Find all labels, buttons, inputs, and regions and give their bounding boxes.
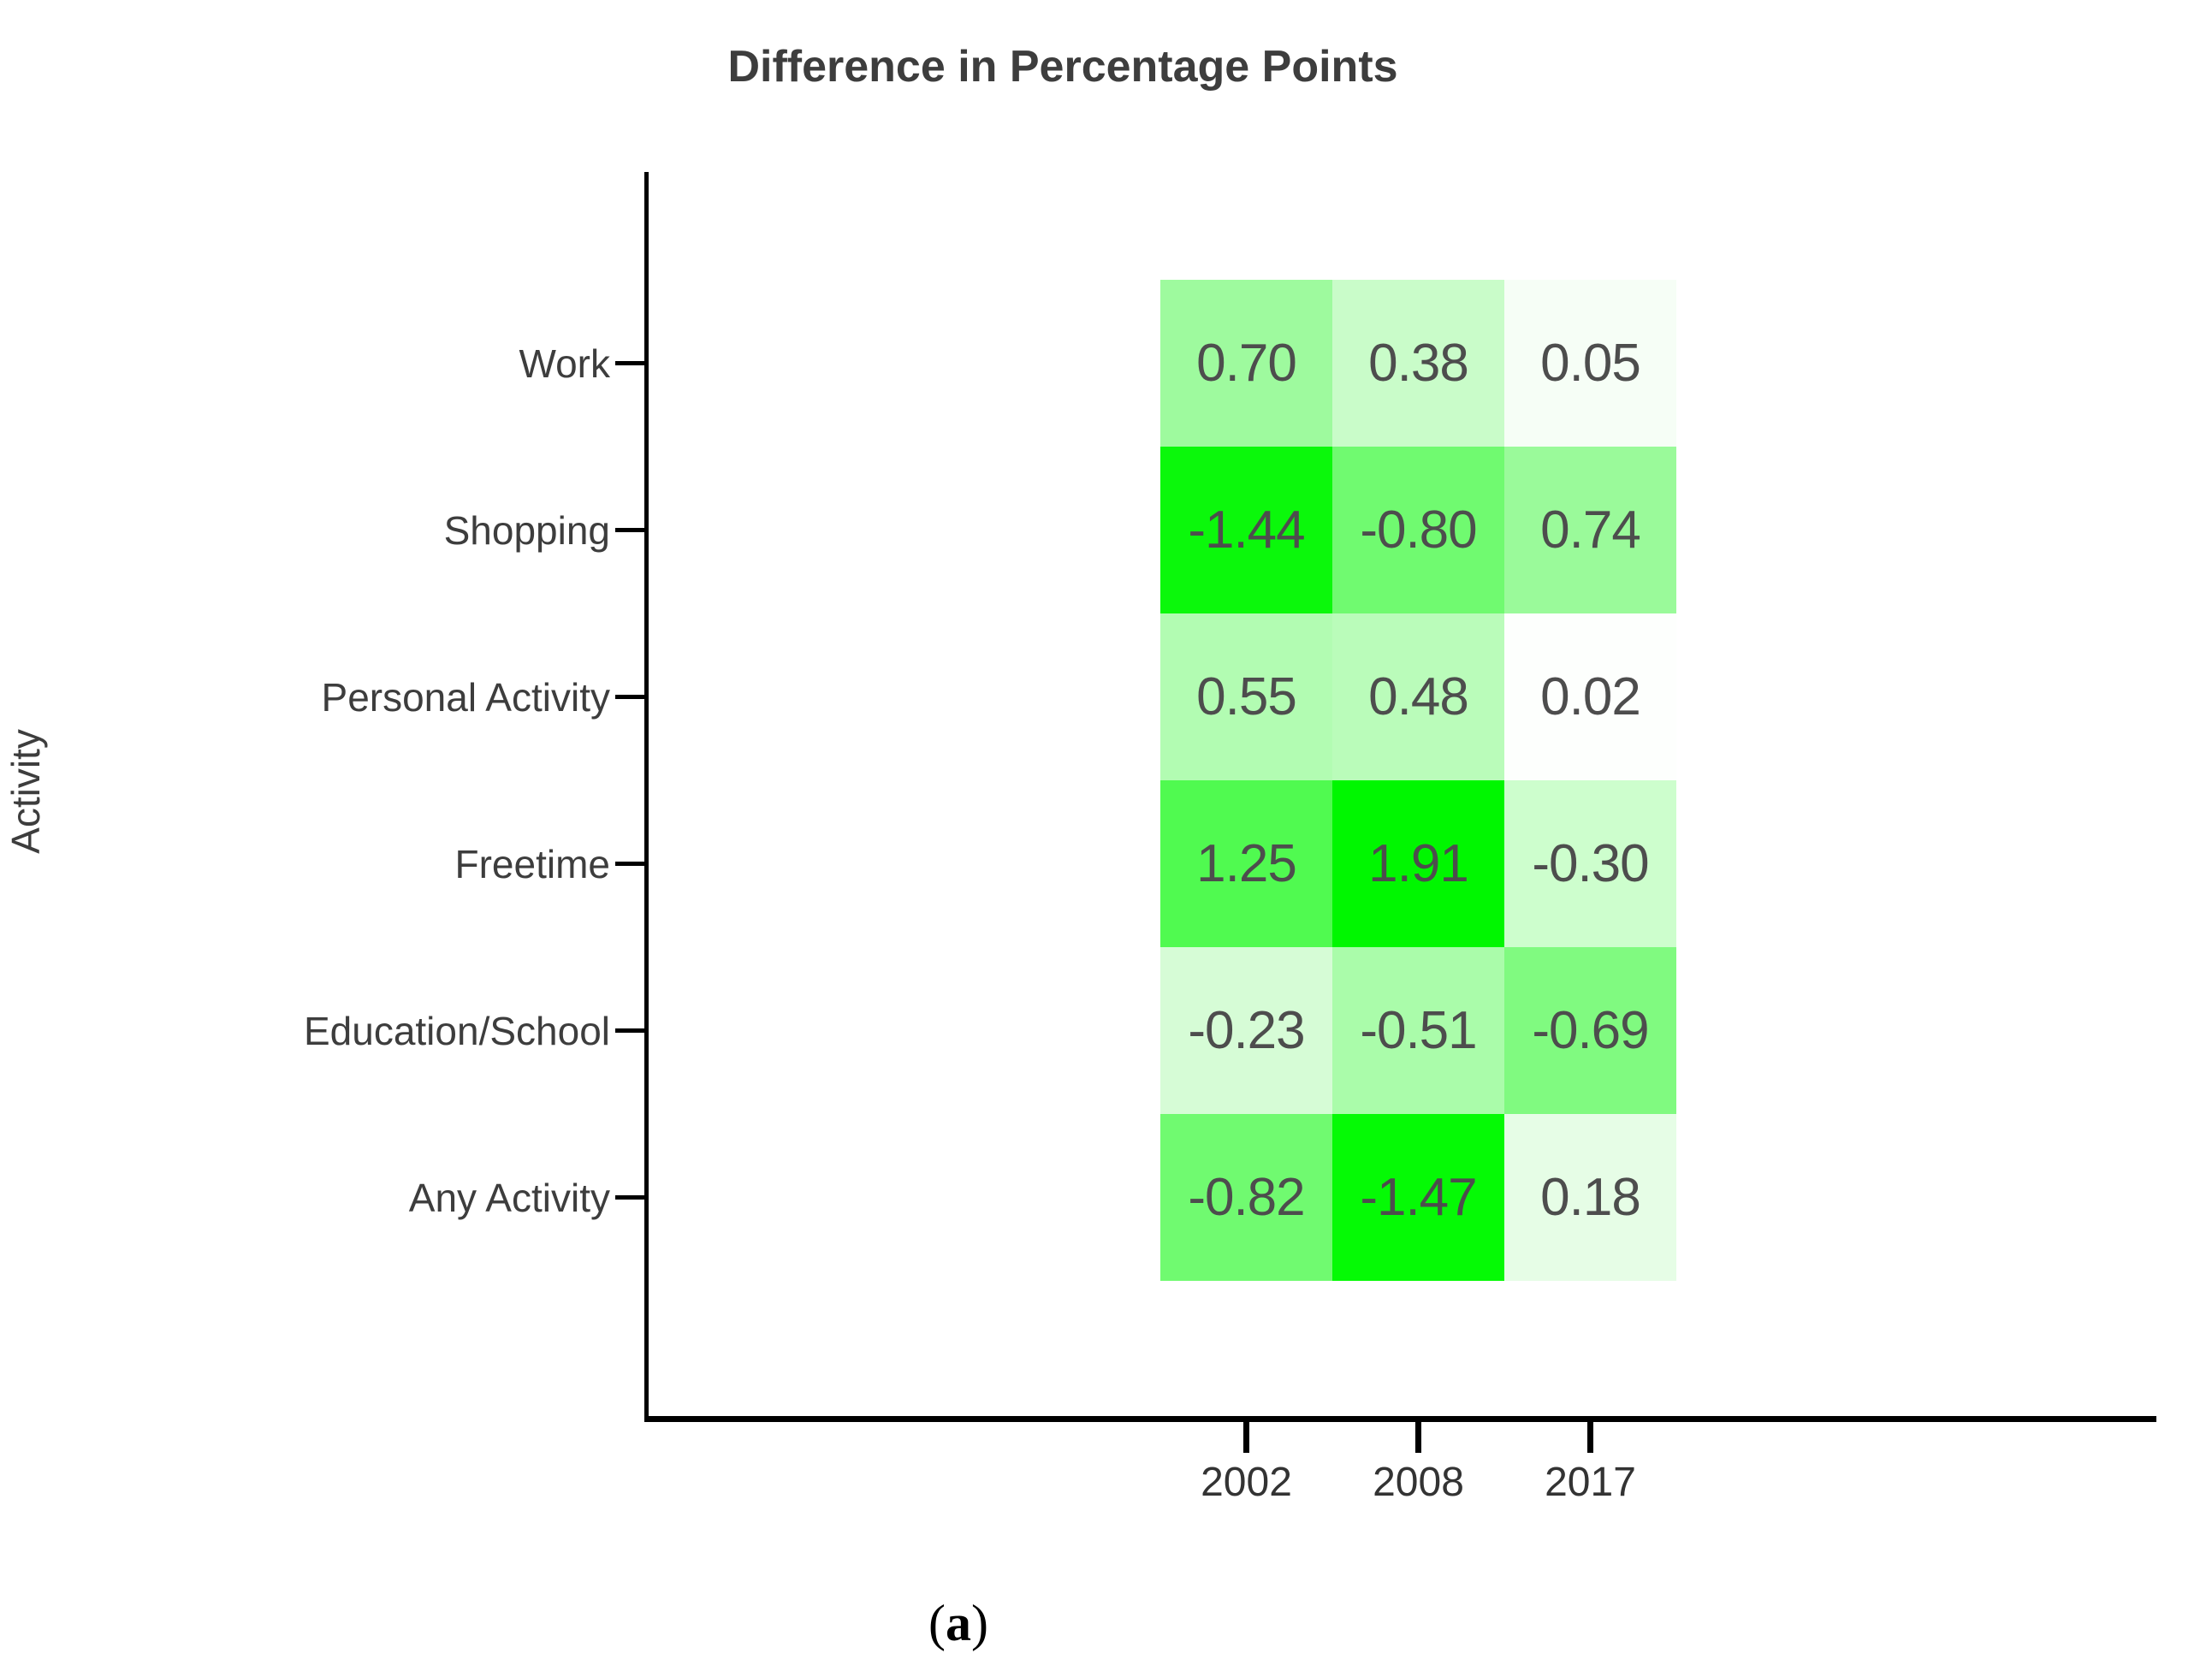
heatmap-cell: -1.44 — [1160, 447, 1332, 613]
heatmap-cell: 0.48 — [1332, 613, 1504, 780]
y-category-label: Shopping — [443, 507, 610, 553]
x-tick — [1415, 1422, 1421, 1453]
caption-letter: a — [946, 1595, 971, 1651]
heatmap-cell: 0.02 — [1504, 613, 1676, 780]
y-category-label: Education/School — [303, 1008, 610, 1053]
y-category-label: Freetime — [454, 841, 610, 886]
heatmap-cell: -1.47 — [1332, 1114, 1504, 1281]
heatmap-cell: 0.70 — [1160, 280, 1332, 447]
y-tick — [615, 528, 644, 532]
x-axis-line — [644, 1416, 2156, 1422]
y-category-label: Personal Activity — [321, 674, 610, 720]
y-tick — [615, 1195, 644, 1200]
x-tick — [1243, 1422, 1249, 1453]
heatmap-cell: 1.91 — [1332, 780, 1504, 947]
y-tick — [615, 695, 644, 699]
panel-caption: (a) — [928, 1594, 988, 1653]
y-tick — [615, 361, 644, 365]
heatmap-cell: -0.23 — [1160, 947, 1332, 1114]
y-tick — [615, 862, 644, 866]
y-axis-line — [644, 172, 649, 1420]
y-category-label: Any Activity — [408, 1175, 610, 1220]
y-tick — [615, 1028, 644, 1033]
heatmap-cell: 0.74 — [1504, 447, 1676, 613]
chart-title: Difference in Percentage Points — [727, 42, 1398, 92]
y-axis-label: Activity — [3, 729, 48, 854]
heatmap-cell: 0.05 — [1504, 280, 1676, 447]
heatmap-cell: -0.51 — [1332, 947, 1504, 1114]
x-tick — [1587, 1422, 1593, 1453]
heatmap-cell: 0.18 — [1504, 1114, 1676, 1281]
x-category-label: 2008 — [1373, 1460, 1464, 1505]
heatmap-cell: 0.55 — [1160, 613, 1332, 780]
heatmap-cell: 0.38 — [1332, 280, 1504, 447]
x-category-label: 2002 — [1201, 1460, 1292, 1505]
heatmap-cell: -0.82 — [1160, 1114, 1332, 1281]
heatmap-cell: -0.80 — [1332, 447, 1504, 613]
caption-open-paren: ( — [928, 1595, 946, 1651]
y-category-label: Work — [519, 341, 611, 386]
x-category-label: 2017 — [1545, 1460, 1636, 1505]
heatmap-cell: -0.30 — [1504, 780, 1676, 947]
heatmap-cell: -0.69 — [1504, 947, 1676, 1114]
heatmap-cell: 1.25 — [1160, 780, 1332, 947]
heatmap-grid: 0.70 0.38 0.05 -1.44 -0.80 0.74 0.55 0.48 0.02 1.… — [1160, 280, 1676, 1281]
caption-close-paren: ) — [971, 1595, 988, 1651]
